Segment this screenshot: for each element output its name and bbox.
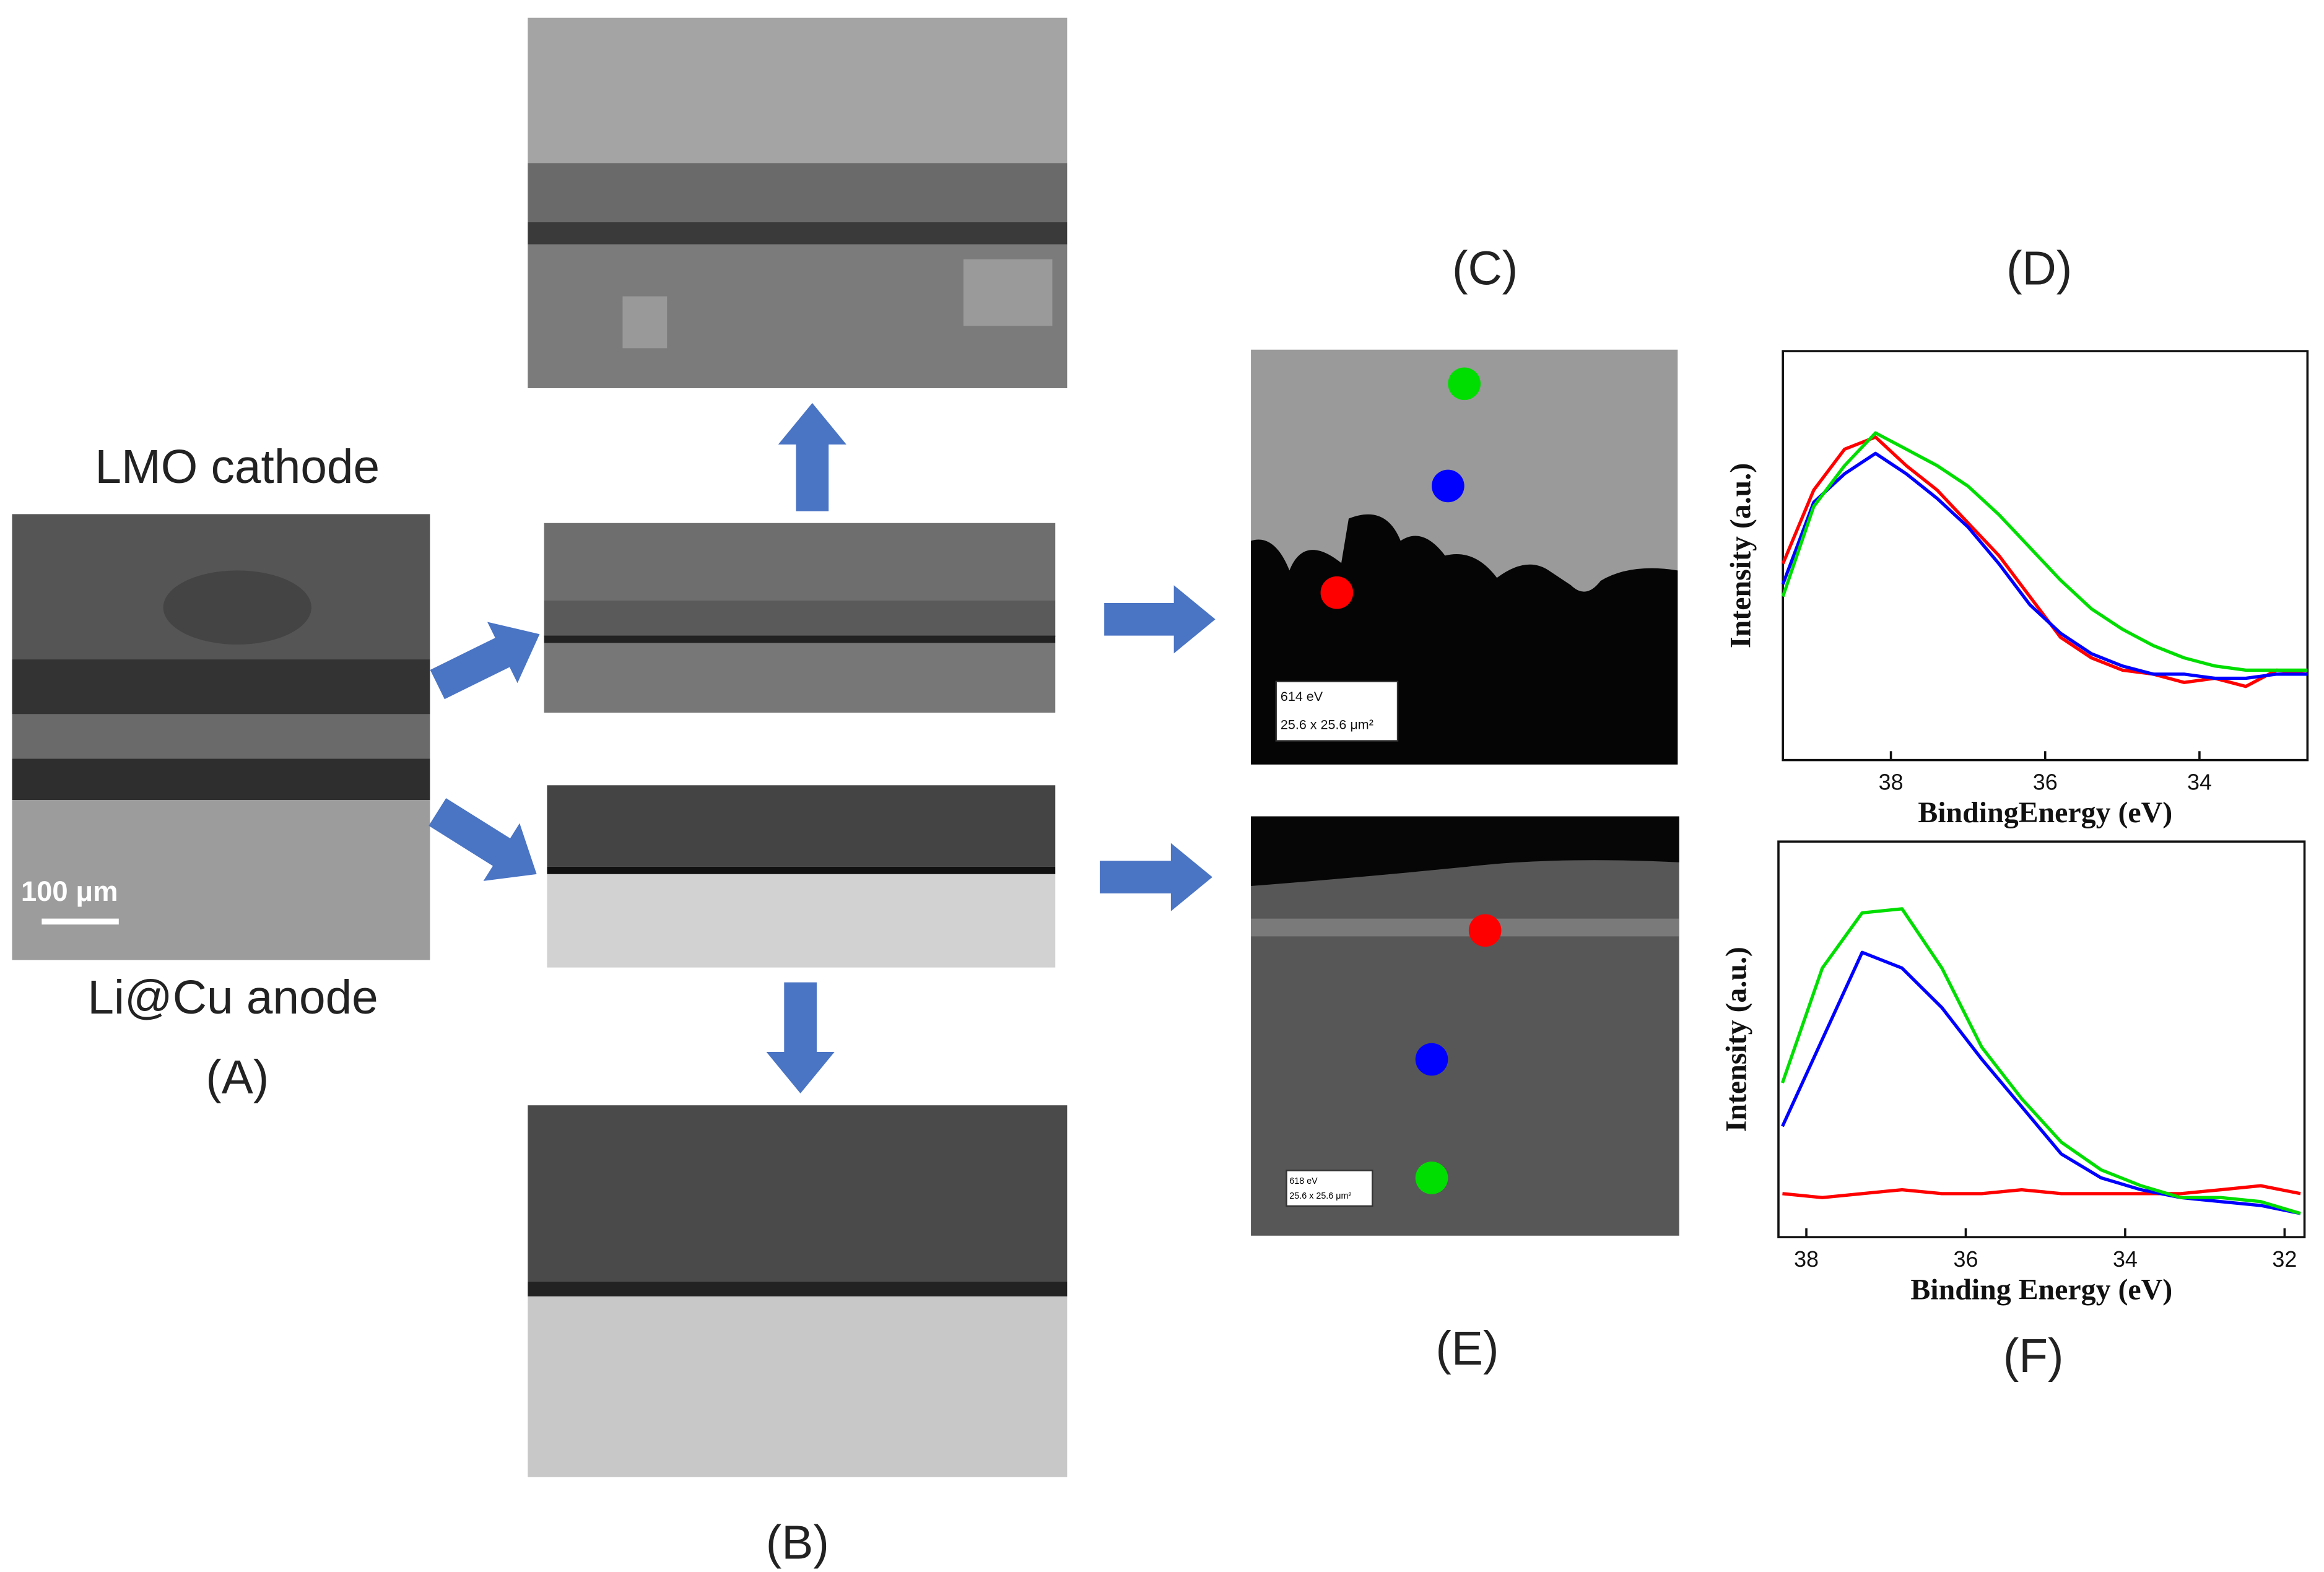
arrow [1099, 843, 1212, 911]
arrow [1104, 585, 1216, 654]
area-label: 25.6 x 25.6 μm² [1281, 717, 1373, 732]
arrow [429, 798, 537, 881]
series-line [1781, 950, 2301, 1215]
arrow [778, 402, 846, 511]
energy-label: 618 eV [1289, 1176, 1318, 1186]
x-tick-label: 34 [2187, 770, 2212, 794]
micrograph-b-top [528, 17, 1068, 388]
plot-frame [1782, 350, 2309, 762]
plot-frame [1777, 840, 2306, 1238]
panel-label: (C) [1452, 242, 1518, 295]
arrow [430, 622, 540, 700]
y-axis-label: Intensity (a.u.) [1725, 463, 1757, 648]
area-label: 25.6 x 25.6 μm² [1289, 1191, 1351, 1201]
panel-label: (B) [766, 1516, 829, 1569]
panel-label: (D) [2006, 242, 2072, 295]
series-line [1781, 451, 2308, 680]
x-tick-label: 32 [2272, 1247, 2297, 1272]
cathode-label: LMO cathode [95, 441, 380, 493]
scale-bar-label: 100 μm [21, 875, 118, 907]
energy-label: 614 eV [1281, 689, 1323, 704]
x-tick-label: 34 [2113, 1247, 2138, 1272]
x-tick-label: 36 [2033, 770, 2058, 794]
x-axis-label: Binding Energy (eV) [1910, 1274, 2172, 1306]
image-c [1251, 349, 1678, 765]
arrow [766, 982, 835, 1094]
x-tick-label: 38 [1794, 1247, 1819, 1272]
series-line [1781, 431, 2308, 672]
panel-label: (F) [2003, 1330, 2064, 1383]
x-axis-label: BindingEnergy (eV) [1918, 796, 2172, 829]
x-tick-label: 38 [1879, 770, 1904, 794]
micrograph-b-mid1 [544, 523, 1056, 713]
series-line [1780, 907, 2301, 1215]
panel-label: (E) [1435, 1322, 1499, 1375]
micrograph-b-mid2 [547, 785, 1056, 968]
series-line [1782, 1184, 2301, 1199]
anode-label: Li@Cu anode [87, 971, 378, 1024]
panel-label: (A) [206, 1051, 269, 1104]
y-axis-label: Intensity (a.u.) [1720, 947, 1752, 1132]
image-e [1251, 816, 1679, 1236]
x-tick-label: 36 [1954, 1247, 1978, 1272]
micrograph-a [12, 514, 430, 960]
micrograph-b-bottom [528, 1105, 1068, 1477]
